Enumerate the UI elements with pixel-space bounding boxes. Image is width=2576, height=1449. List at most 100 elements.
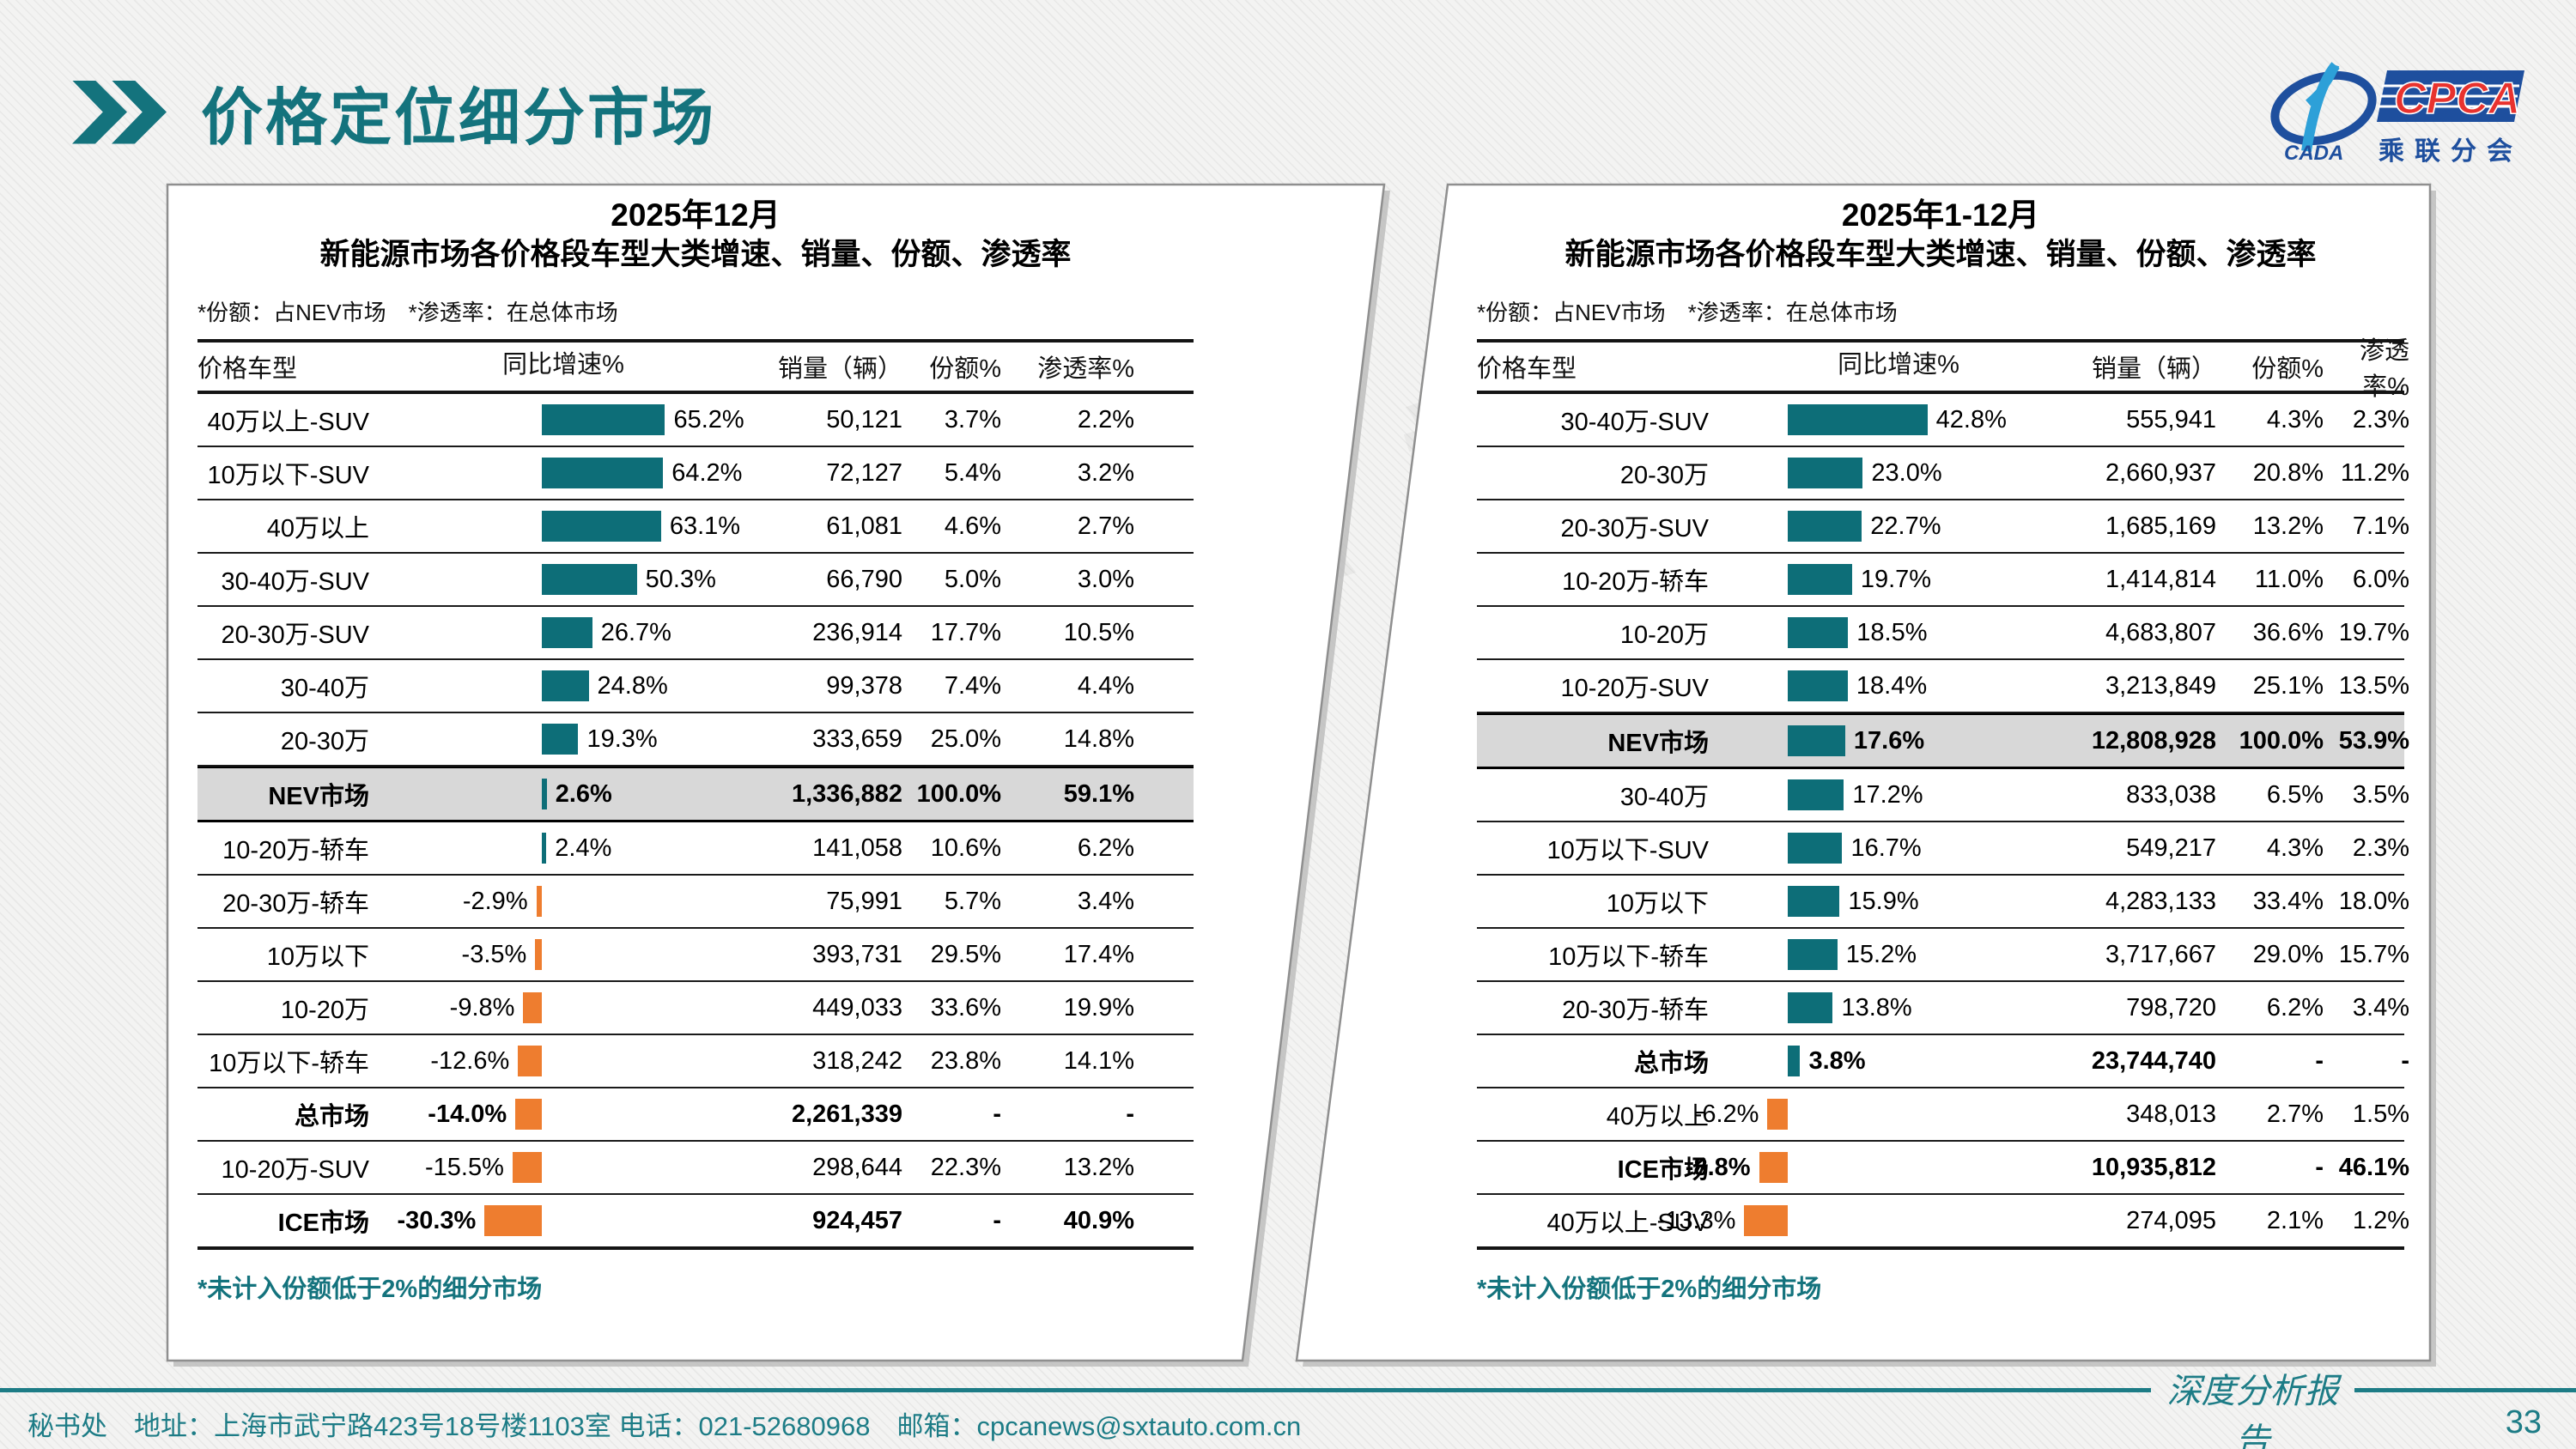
growth-bar-cell: 3.8% xyxy=(1714,1035,2083,1087)
row-penetration-value: 17.4% xyxy=(1063,940,1134,968)
table-row: ICE市场 -30.3% 924,457 - 40.9% xyxy=(197,1195,1194,1250)
growth-bar-cell: 24.8% xyxy=(374,660,752,712)
row-penetration-value: 7.1% xyxy=(2352,512,2409,540)
table-row: 30-40万 17.2% 833,038 6.5% 3.5% xyxy=(1477,769,2409,822)
row-share-value: 10.6% xyxy=(930,834,1001,862)
growth-bar xyxy=(1788,404,1928,435)
table-row: 20-30万-轿车 13.8% 798,720 6.2% 3.4% xyxy=(1477,982,2409,1035)
row-category-label: 30-40万 xyxy=(280,675,369,702)
growth-bar-cell: 50.3% xyxy=(374,554,752,605)
row-sales-value: 2,660,937 xyxy=(2105,458,2216,487)
row-share-value: 4.3% xyxy=(2266,405,2324,433)
growth-bar xyxy=(542,724,579,755)
row-penetration-value: 40.9% xyxy=(1063,1206,1134,1234)
row-category-label: 20-30万-轿车 xyxy=(222,890,369,918)
growth-bar-cell: 2.6% xyxy=(374,768,752,820)
row-sales-value: 10,935,812 xyxy=(2091,1153,2216,1181)
growth-bar xyxy=(536,886,542,917)
growth-bar xyxy=(542,564,637,595)
table-note: *份额：占NEV市场 *渗透率：在总体市场 xyxy=(1477,300,1898,325)
row-penetration-value: 11.2% xyxy=(2340,458,2409,487)
growth-value-label: 18.5% xyxy=(1856,619,1928,646)
row-penetration-value: - xyxy=(1126,1100,1134,1128)
row-category-label: NEV市场 xyxy=(268,783,369,810)
footer-divider-line xyxy=(2354,1388,2576,1392)
col-header-category: 价格车型 xyxy=(1477,355,1577,383)
row-category-label: 30-40万-SUV xyxy=(1560,409,1709,436)
row-penetration-value: 14.8% xyxy=(1063,724,1134,753)
row-share-value: 17.7% xyxy=(930,618,1001,646)
row-share-value: 3.7% xyxy=(944,405,1001,433)
growth-bar xyxy=(535,939,542,970)
table-row: 总市场 -14.0% 2,261,339 - - xyxy=(197,1088,1194,1142)
growth-value-label: 2.4% xyxy=(555,834,612,862)
growth-bar xyxy=(1788,939,1838,970)
row-share-value: 2.7% xyxy=(2266,1100,2324,1128)
table-row: 总市场 3.8% 23,744,740 - - xyxy=(1477,1035,2409,1088)
growth-bar-cell: -8.8% xyxy=(1686,1142,2083,1193)
row-category-label: 20-30万-SUV xyxy=(221,621,369,649)
row-category-label: 10-20万-SUV xyxy=(221,1156,369,1184)
row-category-label: 20-30万-轿车 xyxy=(1562,997,1709,1024)
growth-bar xyxy=(1788,511,1862,542)
row-category-label: ICE市场 xyxy=(277,1210,369,1237)
row-penetration-value: 19.7% xyxy=(2338,618,2409,646)
col-header-growth: 同比增速% xyxy=(1838,351,1959,379)
growth-value-label: -2.9% xyxy=(462,888,528,915)
row-penetration-value: 13.2% xyxy=(1063,1153,1134,1181)
row-sales-value: 3,717,667 xyxy=(2105,940,2216,968)
row-share-value: 33.6% xyxy=(930,993,1001,1022)
table-row: 10-20万 -9.8% 449,033 33.6% 19.9% xyxy=(197,982,1194,1035)
row-category-label: 10万以下-轿车 xyxy=(1548,943,1709,971)
table-row: 20-30万-轿车 -2.9% 75,991 5.7% 3.4% xyxy=(197,876,1194,929)
row-penetration-value: 3.5% xyxy=(2352,780,2409,809)
growth-value-label: 2.6% xyxy=(555,780,612,808)
col-header-category: 价格车型 xyxy=(197,355,298,383)
table-row: 30-40万-SUV 42.8% 555,941 4.3% 2.3% xyxy=(1477,394,2409,447)
growth-bar-cell: 26.7% xyxy=(374,607,752,658)
growth-bar-cell: 63.1% xyxy=(374,500,752,552)
row-sales-value: 12,808,928 xyxy=(2091,726,2216,755)
growth-bar-cell: 2.4% xyxy=(374,822,752,874)
row-share-value: - xyxy=(993,1100,1001,1128)
row-category-label: 40万以上-SUV xyxy=(1546,1210,1709,1237)
col-header-share: 份额% xyxy=(929,355,1001,383)
growth-value-label: -9.8% xyxy=(449,994,515,1022)
growth-value-label: -6.2% xyxy=(1693,1100,1759,1128)
row-category-label: 10万以下 xyxy=(1606,890,1709,918)
row-sales-value: 50,121 xyxy=(826,405,902,433)
row-share-value: 100.0% xyxy=(916,779,1001,808)
row-sales-value: 4,683,807 xyxy=(2105,618,2216,646)
table-row: 10万以下-SUV 16.7% 549,217 4.3% 2.3% xyxy=(1477,822,2409,876)
row-penetration-value: 14.1% xyxy=(1063,1046,1134,1075)
growth-bar-cell: 19.3% xyxy=(374,713,752,765)
growth-bar-cell: 15.2% xyxy=(1714,929,2083,980)
growth-bar-cell: -6.2% xyxy=(1694,1088,2083,1140)
row-share-value: 2.1% xyxy=(2266,1206,2324,1234)
table-panel-fullyear: 2025年1-12月 新能源市场各价格段车型大类增速、销量、份额、渗透率 *份额… xyxy=(1477,196,2409,1305)
col-header-growth: 同比增速% xyxy=(502,351,624,379)
row-category-label: 总市场 xyxy=(294,1103,369,1131)
growth-value-label: -12.6% xyxy=(430,1047,510,1075)
row-category-label: NEV市场 xyxy=(1607,730,1709,757)
page-title: 价格定位细分市场 xyxy=(201,84,717,153)
row-sales-value: 298,644 xyxy=(812,1153,902,1181)
row-category-label: 30-40万-SUV xyxy=(221,568,369,596)
growth-bar-cell: -2.9% xyxy=(374,876,752,927)
data-table: 价格车型 同比增速% 销量（辆） 份额% 渗透率% 30-40万-SUV 42.… xyxy=(1477,337,2409,1250)
table-title: 新能源市场各价格段车型大类增速、销量、份额、渗透率 xyxy=(319,238,1072,271)
growth-value-label: -3.5% xyxy=(461,941,527,968)
svg-text:CADA: CADA xyxy=(2284,142,2343,165)
row-sales-value: 1,685,169 xyxy=(2105,512,2216,540)
row-category-label: 20-30万 xyxy=(280,728,369,755)
growth-value-label: 65.2% xyxy=(673,406,744,433)
row-penetration-value: 19.9% xyxy=(1063,993,1134,1022)
row-sales-value: 99,378 xyxy=(826,671,902,700)
growth-bar-cell: 17.6% xyxy=(1714,715,2083,767)
table-footnote: *未计入份额低于2%的细分市场 xyxy=(197,1276,543,1303)
row-sales-value: 72,127 xyxy=(826,458,902,487)
growth-value-label: -15.5% xyxy=(425,1154,504,1181)
table-row: 10万以下 15.9% 4,283,133 33.4% 18.0% xyxy=(1477,876,2409,929)
growth-bar-cell: 42.8% xyxy=(1714,394,2083,446)
growth-value-label: 15.2% xyxy=(1845,941,1917,968)
